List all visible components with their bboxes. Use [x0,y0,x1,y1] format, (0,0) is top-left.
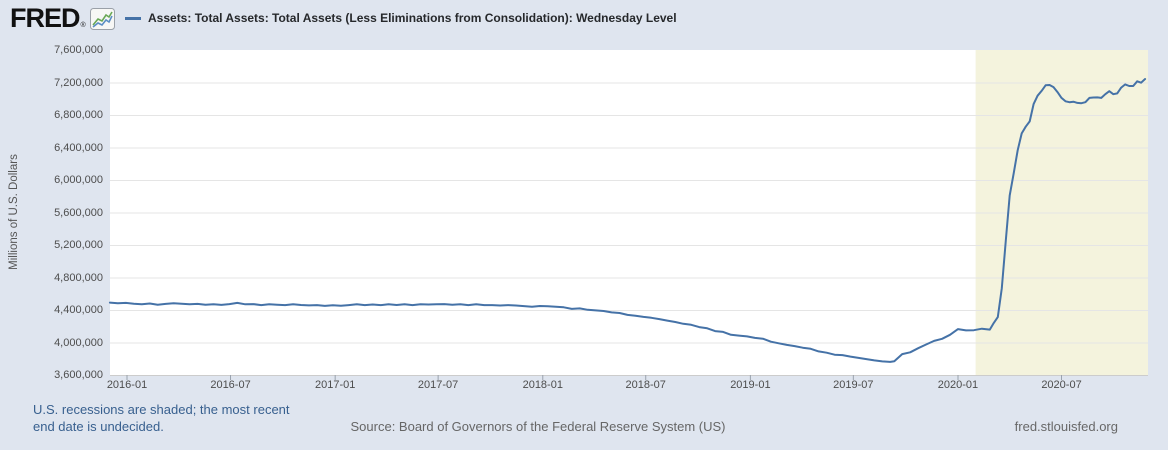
y-tick-label: 4,400,000 [54,304,103,316]
legend-line-swatch [125,16,141,20]
registered-trademark: ® [80,22,86,29]
y-tick-label: 6,400,000 [54,141,103,154]
recession-note-line2: end date is undecided. [33,419,164,434]
x-tick-label: 2020-01 [937,379,979,391]
y-tick-label: 4,000,000 [54,336,103,349]
y-tick-label: 3,600,000 [54,369,103,381]
source-attribution: Source: Board of Governors of the Federa… [350,419,726,434]
fred-logo[interactable]: FRED ® [10,3,115,33]
series-line [108,78,1147,363]
x-tick-label: 2018-01 [522,379,563,391]
recession-note: U.S. recessions are shaded; the most rec… [33,401,290,435]
y-tick-label: 6,000,000 [54,174,103,186]
x-tick-label: 2019-07 [833,379,874,391]
fred-chart-icon [89,8,115,30]
y-tick-label: 7,600,000 [54,44,103,56]
x-tick-label: 2020-07 [1041,379,1082,391]
x-tick-label: 2018-07 [625,379,666,391]
chart-header: FRED ® Assets: Total Assets: Total Assets… [0,0,1168,40]
x-tick-label: 2016-01 [106,379,148,391]
x-tick-label: 2016-07 [210,379,251,391]
recession-note-line1: U.S. recessions are shaded; the most rec… [33,402,290,417]
y-tick-label: 6,800,000 [54,109,103,121]
x-tick-label: 2019-01 [730,379,771,391]
series-legend: Assets: Total Assets: Total Assets (Less… [125,0,677,36]
fred-logo-text: FRED [10,3,80,33]
x-tick-label: 2017-07 [417,379,459,391]
x-axis-tick-marks [126,375,1063,380]
x-tick-label: 2017-01 [314,379,356,391]
y-tick-label: 4,800,000 [54,271,103,284]
fred-site-url: fred.stlouisfed.org [1014,419,1118,434]
y-tick-label: 7,200,000 [54,76,103,89]
y-tick-label: 5,200,000 [54,239,103,251]
legend-series-label: Assets: Total Assets: Total Assets (Less… [148,11,677,25]
y-tick-label: 5,600,000 [54,206,103,219]
horizontal-gridlines [110,82,1148,344]
